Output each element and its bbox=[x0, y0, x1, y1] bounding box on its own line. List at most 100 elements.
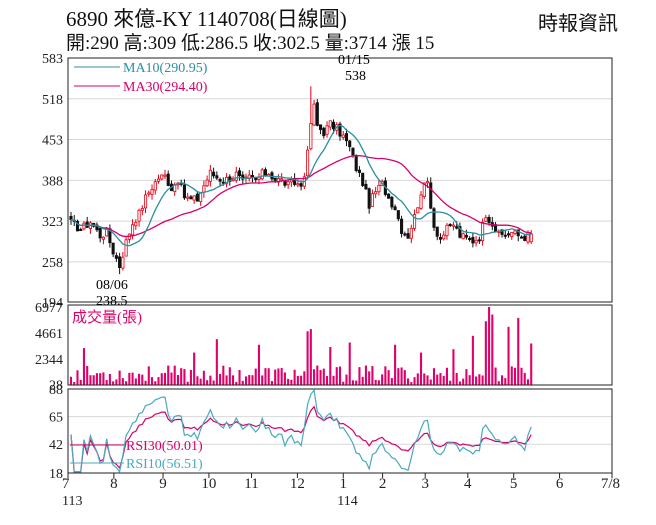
candle-body bbox=[137, 209, 141, 222]
volume-bar bbox=[491, 314, 494, 385]
source-label: 時報資訊 bbox=[538, 13, 618, 35]
candle-body bbox=[189, 196, 193, 200]
volume-bar bbox=[79, 379, 82, 385]
volume-bar bbox=[251, 375, 254, 385]
volume-bar bbox=[329, 346, 332, 385]
price-tick-label: 194 bbox=[42, 296, 63, 311]
volume-bar bbox=[121, 378, 124, 385]
volume-bar bbox=[167, 365, 170, 385]
candle-body bbox=[315, 102, 319, 126]
candle-body bbox=[325, 125, 329, 135]
candle-body bbox=[273, 177, 277, 181]
candle-body bbox=[516, 229, 520, 237]
volume-bar bbox=[426, 375, 429, 385]
candle-body bbox=[150, 188, 154, 195]
candle-body bbox=[393, 206, 397, 211]
legend-rsi30: RSI30(50.01) bbox=[70, 439, 203, 454]
price-axis: 194 258 323 388 453 518 583 bbox=[42, 52, 63, 311]
volume-bar bbox=[484, 321, 487, 385]
candle-body bbox=[425, 181, 430, 184]
month-label: 10 bbox=[201, 476, 216, 492]
volume-tick-label: 2344 bbox=[35, 353, 63, 368]
candle-body bbox=[228, 176, 232, 182]
candle-body bbox=[306, 149, 310, 177]
price-summary: 開:290 高:309 低:286.5 收:302.5 量:3714 漲 15 bbox=[66, 33, 435, 54]
candle-body bbox=[163, 174, 167, 177]
volume-bar bbox=[186, 381, 189, 385]
volume-bar bbox=[244, 376, 248, 385]
candle-body bbox=[309, 123, 313, 150]
volume-bar bbox=[449, 380, 452, 385]
volume-bar bbox=[134, 378, 137, 385]
candle-body bbox=[280, 178, 284, 181]
candle-body bbox=[367, 188, 371, 209]
volume-bar bbox=[387, 370, 390, 385]
volume-title: 成交量(張) bbox=[72, 308, 142, 326]
candle-body bbox=[481, 221, 485, 242]
candle-body bbox=[464, 234, 468, 238]
candle-body bbox=[182, 184, 186, 199]
grid-lines bbox=[68, 98, 612, 445]
candle-body bbox=[510, 232, 514, 237]
candle-body bbox=[474, 239, 478, 244]
volume-bar bbox=[303, 371, 306, 385]
volume-tick-label: 4661 bbox=[35, 327, 63, 342]
volume-bar bbox=[225, 375, 228, 385]
year-label: 113 bbox=[62, 494, 82, 509]
month-label: 12 bbox=[290, 476, 305, 492]
ma10-line bbox=[70, 124, 532, 247]
candle-body bbox=[461, 233, 465, 240]
candle-body bbox=[328, 120, 332, 128]
candle-body bbox=[260, 169, 264, 180]
volume-bar bbox=[183, 369, 186, 385]
volume-bar bbox=[108, 373, 111, 385]
candle-body bbox=[218, 179, 222, 182]
candle-body bbox=[225, 176, 229, 185]
price-tick-label: 323 bbox=[42, 215, 63, 230]
candle-body bbox=[458, 226, 462, 238]
candle-body bbox=[143, 194, 148, 209]
candle-body bbox=[409, 227, 413, 239]
candle-body bbox=[166, 173, 170, 186]
volume-bar bbox=[102, 372, 105, 385]
volume-bar bbox=[403, 370, 406, 385]
candle-body bbox=[471, 237, 475, 244]
volume-bar bbox=[452, 349, 455, 385]
legend-ma30: MA30(294.40) bbox=[74, 80, 208, 95]
candle-body bbox=[348, 140, 352, 148]
candle-body bbox=[98, 227, 102, 239]
volume-bar bbox=[92, 375, 95, 385]
rsi-tick-label: 42 bbox=[49, 438, 63, 453]
candle-body bbox=[341, 134, 345, 138]
candle-body bbox=[215, 175, 219, 179]
price-tick-label: 388 bbox=[42, 174, 63, 189]
volume-bar bbox=[196, 376, 199, 385]
candle-body bbox=[121, 256, 125, 269]
candle-body bbox=[124, 239, 128, 257]
volume-bar bbox=[147, 366, 150, 385]
volume-bar bbox=[394, 344, 397, 385]
candle-body bbox=[422, 182, 426, 198]
volume-bar bbox=[439, 373, 442, 385]
candle-body bbox=[484, 217, 488, 222]
volume-bar bbox=[69, 376, 73, 385]
volume-bar bbox=[513, 367, 517, 385]
candle-body bbox=[448, 224, 452, 227]
rsi-tick-label: 88 bbox=[49, 383, 63, 398]
candle-body bbox=[140, 208, 144, 211]
volume-bar bbox=[407, 378, 410, 385]
volume-bar bbox=[384, 366, 387, 385]
rsi30-line bbox=[70, 405, 532, 473]
candle-body bbox=[377, 184, 381, 193]
volume-bar bbox=[219, 373, 222, 385]
volume-bar bbox=[413, 377, 416, 385]
candle-body bbox=[237, 170, 242, 177]
volume-bar bbox=[199, 378, 202, 385]
volume-bar bbox=[154, 381, 157, 385]
candle-body bbox=[338, 123, 342, 137]
candle-body bbox=[354, 155, 358, 171]
candle-body bbox=[500, 229, 504, 235]
volume-bar bbox=[296, 375, 299, 385]
volume-bar bbox=[523, 372, 526, 385]
volume-bar bbox=[497, 381, 500, 385]
